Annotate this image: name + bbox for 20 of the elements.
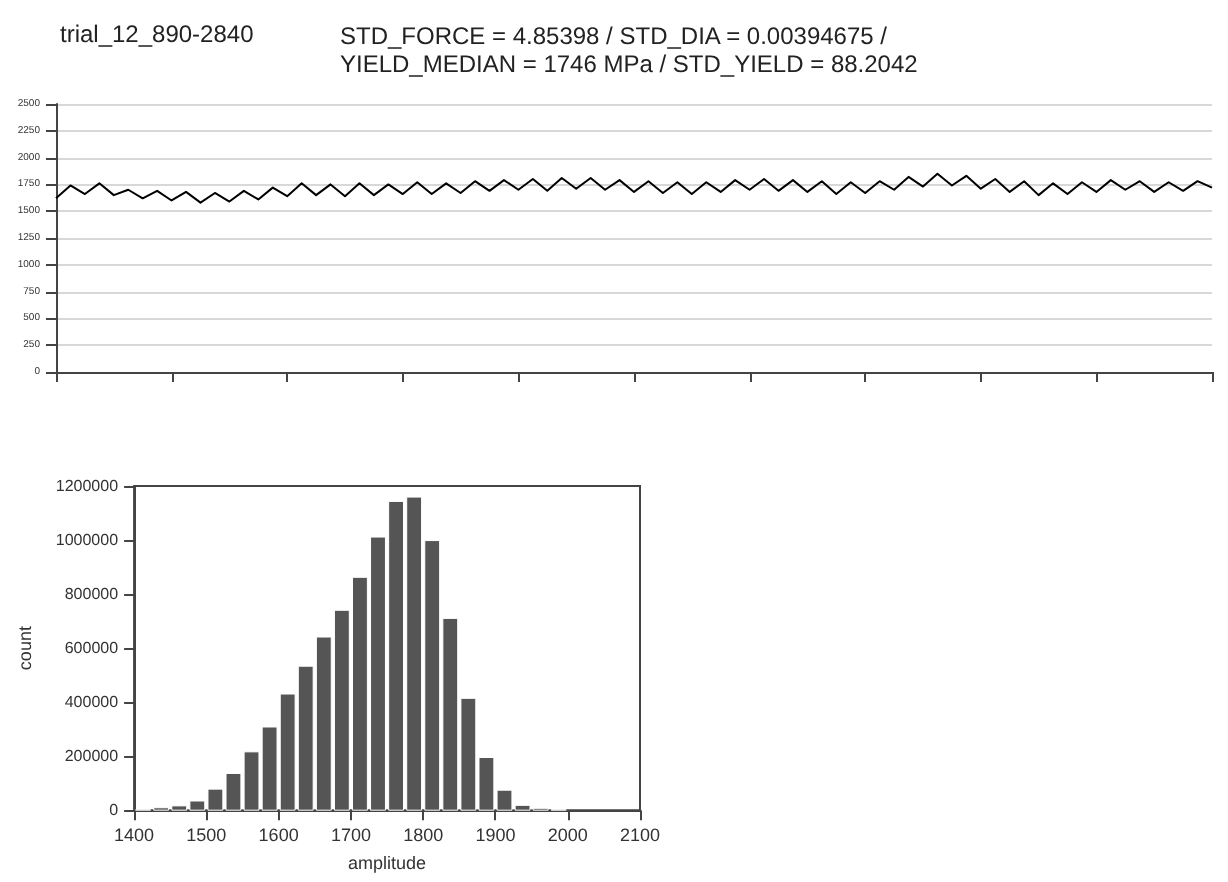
y-axis-title: count [15, 625, 35, 671]
y-tick-label: 200000 [64, 747, 120, 766]
x-tick-label: 2000 [547, 825, 588, 846]
x-tick-label: 1500 [186, 825, 227, 846]
chart-subtitle: STD_FORCE = 4.85398 / STD_DIA = 0.00394675 / YIELD_MEDIAN = 1746 MPa / STD_YIELD = 88.2042 [340, 22, 919, 78]
x-tick-label: 1800 [403, 825, 444, 846]
y-tick-label: 1200000 [55, 477, 120, 495]
y-tick-label: 600000 [64, 639, 120, 658]
x-tick-label: 1900 [475, 825, 516, 846]
y-tick-label: 400000 [64, 693, 120, 712]
x-tick-label: 1600 [258, 825, 299, 846]
line-series [55, 172, 1213, 204]
chart-title: trial_12_890-2840 [60, 20, 255, 48]
x-tick-label: 1400 [114, 825, 155, 846]
y-tick-label: 1000000 [55, 531, 120, 550]
x-tick-label: 2100 [619, 825, 661, 846]
y-tick-label: 800000 [64, 585, 120, 604]
y-tick-label: 0 [109, 801, 120, 820]
x-axis-title: amplitude [348, 853, 427, 873]
x-tick-label: 1700 [330, 825, 371, 846]
